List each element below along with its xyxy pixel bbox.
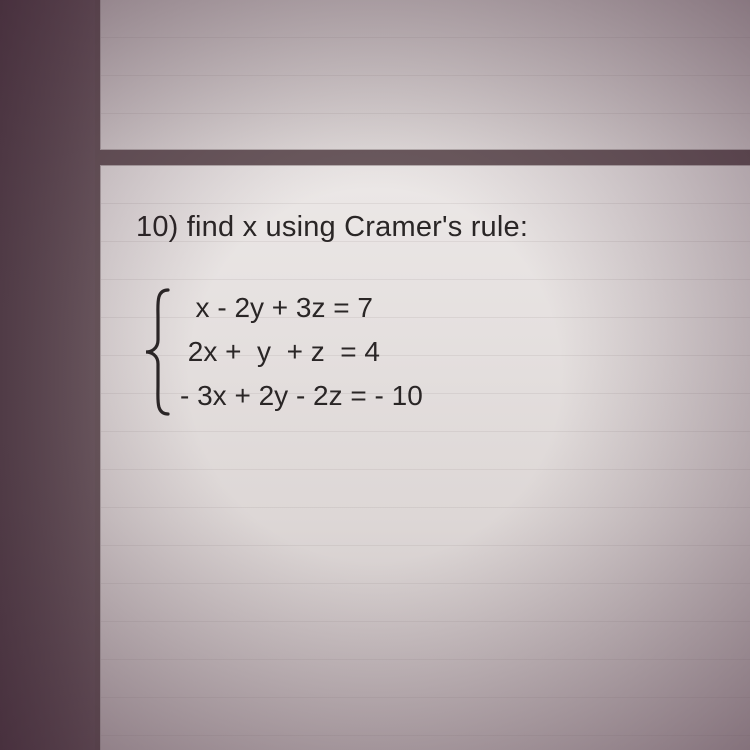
equation-system: x - 2y + 3z = 7 2x + y + z = 4 - 3x + 2y… xyxy=(142,286,715,418)
ruled-lines xyxy=(101,0,750,149)
equations-list: x - 2y + 3z = 7 2x + y + z = 4 - 3x + 2y… xyxy=(176,286,423,418)
question-card: 10) find x using Cramer's rule: x - 2y +… xyxy=(100,165,750,750)
left-margin-strip xyxy=(0,0,95,750)
question-title: 10) find x using Cramer's rule: xyxy=(136,211,715,244)
equation-row: - 3x + 2y - 2z = - 10 xyxy=(180,374,423,418)
equation-row: 2x + y + z = 4 xyxy=(180,330,423,374)
ruled-lines xyxy=(101,166,750,750)
question-prompt: find x using Cramer's rule: xyxy=(187,211,528,243)
left-brace-icon xyxy=(142,286,176,418)
equation-row: x - 2y + 3z = 7 xyxy=(180,286,423,330)
previous-question-card xyxy=(100,0,750,150)
question-number: 10) xyxy=(136,211,179,243)
